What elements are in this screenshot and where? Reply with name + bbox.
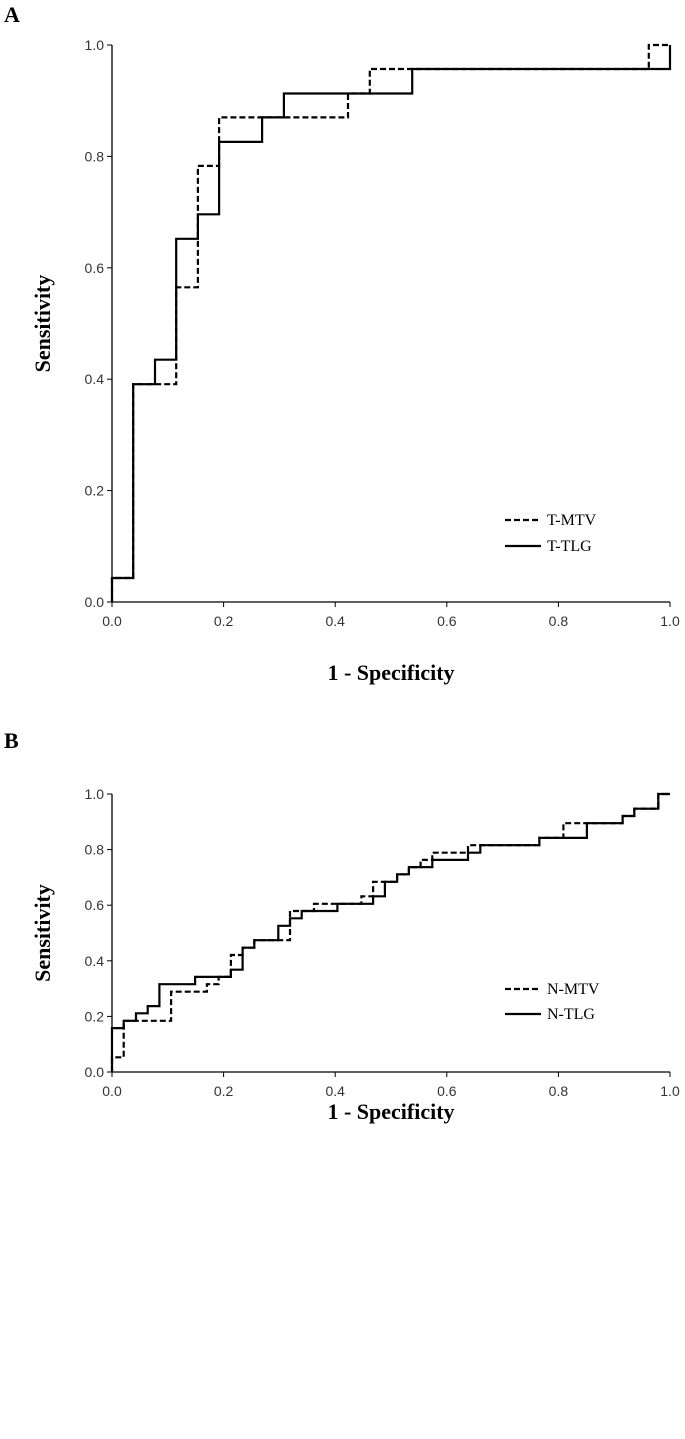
chart-b-y-tick-label: 0.0	[85, 1064, 105, 1080]
chart-b-y-axis-label: Sensitivity	[30, 884, 55, 982]
chart-b-y-tick-label: 1.0	[85, 786, 105, 802]
chart-a-legend-label-t-tlg: T-TLG	[547, 538, 592, 555]
chart-b-series-n-tlg	[110, 792, 670, 1072]
roc-chart-b: B 0.0 0.2 0.4 0.6 0.8 1.0 0.0 0.2 0.4 0.6 0.8 1.0 1 -…	[0, 720, 685, 1439]
chart-b-x-tick-label: 0.2	[214, 1083, 234, 1099]
chart-b-x-tick-label: 0.4	[325, 1083, 345, 1099]
chart-a-x-tick-label: 0.8	[549, 613, 569, 629]
chart-b-x-axis-label: 1 - Specificity	[327, 1099, 454, 1124]
chart-a-y-tick-label: 0.0	[85, 594, 105, 610]
chart-a-y-tick-label: 0.4	[85, 371, 105, 387]
chart-a-x-axis-label: 1 - Specificity	[327, 660, 454, 685]
chart-b-legend-label-n-tlg: N-TLG	[547, 1006, 595, 1023]
chart-a-series-t-tlg	[110, 45, 672, 602]
chart-a-panel-label: A	[4, 2, 20, 27]
roc-chart-a: A 0.0 0.2 0.4 0.6 0.8 1.0 0.0 0.2 0.4 0.6 0.8 1.0 1 -…	[0, 0, 685, 700]
chart-a-x-tick-label: 0.0	[102, 613, 122, 629]
chart-b-x-tick-label: 1.0	[660, 1083, 680, 1099]
chart-b-x-tick-label: 0.6	[437, 1083, 457, 1099]
chart-b-panel-label: B	[4, 728, 19, 753]
chart-a-y-tick-label: 0.2	[85, 483, 105, 499]
chart-a-y-tick-label: 1.0	[85, 37, 105, 53]
chart-a-y-tick-label: 0.6	[85, 260, 105, 276]
chart-a-x-tick-label: 0.2	[214, 613, 234, 629]
chart-a-x-tick-label: 1.0	[660, 613, 680, 629]
chart-a-x-tick-label: 0.6	[437, 613, 457, 629]
chart-b-legend-label-n-mtv: N-MTV	[547, 981, 600, 998]
chart-b-y-tick-label: 0.4	[85, 953, 105, 969]
chart-a-y-tick-label: 0.8	[85, 148, 105, 164]
chart-b-x-tick-label: 0.8	[549, 1083, 569, 1099]
roc-chart-b-svg: B 0.0 0.2 0.4 0.6 0.8 1.0 0.0 0.2 0.4 0.6 0.8 1.0 1 -…	[4, 728, 680, 1124]
chart-a-legend-label-t-mtv: T-MTV	[547, 512, 597, 529]
chart-b-y-tick-label: 0.2	[85, 1008, 105, 1024]
chart-a-x-tick-label: 0.4	[325, 613, 345, 629]
chart-b-y-tick-label: 0.6	[85, 897, 105, 913]
roc-chart-a-svg: A 0.0 0.2 0.4 0.6 0.8 1.0 0.0 0.2 0.4 0.6 0.8 1.0 1 -…	[4, 2, 680, 685]
chart-b-y-tick-label: 0.8	[85, 842, 105, 858]
chart-a-y-axis-label: Sensitivity	[30, 275, 55, 373]
chart-b-x-tick-label: 0.0	[102, 1083, 122, 1099]
